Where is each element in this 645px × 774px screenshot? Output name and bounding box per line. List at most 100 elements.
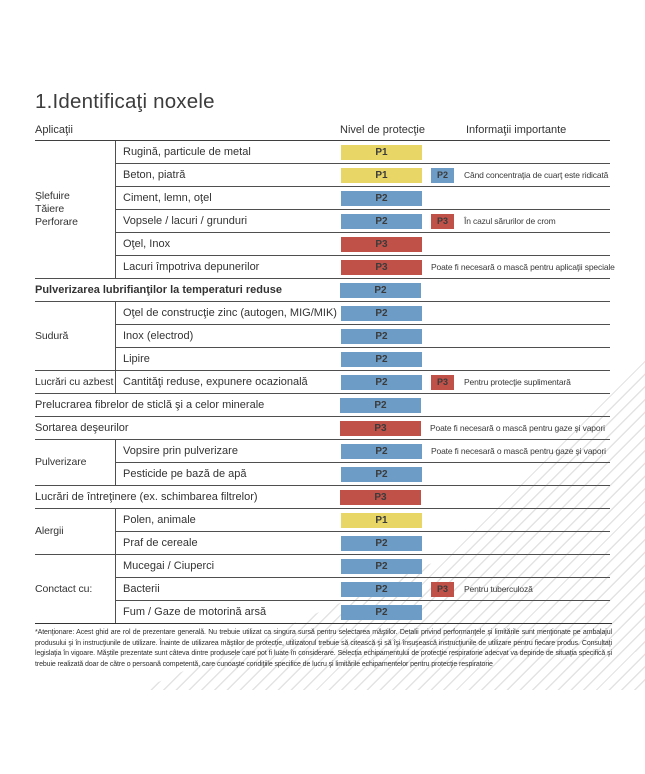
protection-level-badge: P2: [341, 351, 422, 367]
table-row: Pulverizarea lubrifianţilor la temperatu…: [35, 279, 610, 301]
table-row: Fum / Gaze de motorină arsă P2: [116, 600, 610, 623]
protection-level-badge: P2: [341, 443, 422, 459]
application-label: Oţel, Inox: [123, 238, 171, 250]
important-info-note: Când concentraţia de cuarţ este ridicată: [464, 170, 609, 180]
table-body: Şlefuire Tăiere Perforare Rugină, particu…: [35, 141, 615, 624]
protection-level-badge: P3: [340, 489, 421, 505]
column-header-applications: Aplicaţii: [35, 124, 73, 136]
group-label: Conctact cu:: [35, 582, 93, 595]
table-row: Beton, piatră P1 P2 Când concentraţia de cu…: [116, 163, 610, 186]
section-rows: Prelucrarea fibrelor de sticlă şi a celo…: [35, 394, 610, 416]
table-row: Lipire P2: [116, 347, 610, 370]
important-info-note: Pentru protecţie suplimentară: [464, 377, 571, 387]
group-label: Lucrări cu azbest: [35, 375, 114, 388]
protection-level-badge: P2: [341, 604, 422, 620]
application-label: Pesticide pe bază de apă: [123, 468, 247, 480]
group-label: Pulverizare: [35, 456, 87, 468]
protection-level-badge: P2: [340, 282, 421, 298]
protection-level-badge: P1: [341, 512, 422, 528]
application-label: Lipire: [123, 353, 150, 365]
application-label: Prelucrarea fibrelor de sticlă şi a celo…: [35, 399, 265, 411]
hazard-table: Aplicaţii Nivel de protecţie Informaţii …: [35, 119, 615, 624]
table-row: Prelucrarea fibrelor de sticlă şi a celo…: [35, 394, 610, 416]
important-info-note: În cazul sărurilor de crom: [464, 216, 556, 226]
section-rows: Lucrări de întreţinere (ex. schimbarea f…: [35, 486, 610, 508]
protection-level-badge: P2: [341, 581, 422, 597]
application-label: Pulverizarea lubrifianţilor la temperatu…: [35, 284, 282, 296]
grouped-section: Conctact cu: Mucegai / Ciuperci P2 Bacterii…: [35, 555, 610, 624]
important-info-note: Pentru tuberculoză: [464, 584, 533, 594]
table-row: Bacterii P2 P3 Pentru tuberculoză: [116, 577, 610, 600]
section-rows: Oţel de construcţie zinc (autogen, MIG/M…: [115, 302, 610, 370]
table-row: Vopsele / lacuri / grunduri P2 P3 În cazul …: [116, 209, 610, 232]
secondary-protection-badge: P3: [431, 374, 454, 390]
table-row: Sortarea deşeurilor P3 Poate fi necesară o…: [35, 417, 610, 439]
protection-level-badge: P2: [341, 213, 422, 229]
important-info-note: Poate fi necesară o mască pentru aplicaţ…: [431, 262, 615, 272]
full-width-section: Prelucrarea fibrelor de sticlă şi a celo…: [35, 394, 610, 417]
application-label: Beton, piatră: [123, 169, 186, 181]
important-info-note: Poate fi necesară o mască pentru gaze şi…: [431, 446, 606, 456]
section-rows: Sortarea deşeurilor P3 Poate fi necesară o…: [35, 417, 610, 439]
application-label: Ciment, lemn, oţel: [123, 192, 212, 204]
protection-level-badge: P2: [341, 190, 422, 206]
grouped-section: Alergii Polen, animale P1 Praf de cereale P2: [35, 509, 610, 555]
application-label: Rugină, particule de metal: [123, 146, 251, 158]
protection-level-badge: P2: [341, 328, 422, 344]
table-row: Oţel de construcţie zinc (autogen, MIG/M…: [116, 302, 610, 324]
protection-level-badge: P2: [340, 397, 421, 413]
application-label: Polen, animale: [123, 514, 196, 526]
protection-level-badge: P1: [341, 144, 422, 160]
page-title: 1.Identificaţi noxele: [35, 90, 215, 113]
column-header-protection-level: Nivel de protecţie: [340, 124, 425, 136]
section-rows: Cantităţi reduse, expunere ocazională P2 P…: [115, 371, 610, 393]
grouped-section: Lucrări cu azbest Cantităţi reduse, expun…: [35, 371, 610, 394]
group-label: Şlefuire Tăiere Perforare: [35, 190, 78, 228]
table-row: Cantităţi reduse, expunere ocazională P2 P…: [116, 371, 610, 393]
section-rows: Vopsire prin pulverizare P2 Poate fi neces…: [115, 440, 610, 485]
section-rows: Pulverizarea lubrifianţilor la temperatu…: [35, 279, 610, 301]
secondary-protection-badge: P3: [431, 213, 454, 229]
table-header: Aplicaţii Nivel de protecţie Informaţii …: [35, 119, 610, 141]
grouped-section: Sudură Oţel de construcţie zinc (autogen,…: [35, 302, 610, 371]
section-rows: Rugină, particule de metal P1 Beton, piatr…: [115, 141, 615, 278]
column-header-important-info: Informaţii importante: [466, 124, 567, 136]
table-row: Lucrări de întreţinere (ex. schimbarea f…: [35, 486, 610, 508]
protection-level-badge: P2: [341, 305, 422, 321]
protection-level-badge: P3: [341, 236, 422, 252]
application-label: Vopsire prin pulverizare: [123, 445, 238, 457]
section-rows: Mucegai / Ciuperci P2 Bacterii P2 P3 Pentru t…: [115, 555, 610, 623]
protection-level-badge: P2: [341, 535, 422, 551]
full-width-section: Pulverizarea lubrifianţilor la temperatu…: [35, 279, 610, 302]
application-label: Bacterii: [123, 583, 160, 595]
application-label: Oţel de construcţie zinc (autogen, MIG/M…: [123, 307, 337, 319]
group-label: Sudură: [35, 329, 69, 342]
application-label: Praf de cereale: [123, 537, 198, 549]
application-label: Mucegai / Ciuperci: [123, 560, 215, 572]
protection-level-badge: P1: [341, 167, 422, 183]
secondary-protection-badge: P3: [431, 581, 454, 597]
protection-level-badge: P2: [341, 466, 422, 482]
application-label: Sortarea deşeurilor: [35, 422, 129, 434]
protection-level-badge: P2: [341, 374, 422, 390]
table-row: Mucegai / Ciuperci P2: [116, 555, 610, 577]
application-label: Inox (electrod): [123, 330, 194, 342]
grouped-section: Şlefuire Tăiere Perforare Rugină, particu…: [35, 141, 615, 279]
application-label: Lucrări de întreţinere (ex. schimbarea f…: [35, 491, 258, 503]
group-label: Alergii: [35, 525, 64, 537]
important-info-note: Poate fi necesară o mască pentru gaze şi…: [430, 423, 605, 433]
protection-level-badge: P3: [340, 420, 421, 436]
secondary-protection-badge: P2: [431, 167, 454, 183]
full-width-section: Sortarea deşeurilor P3 Poate fi necesară o…: [35, 417, 610, 440]
grouped-section: Pulverizare Vopsire prin pulverizare P2 Poa…: [35, 440, 610, 486]
application-label: Cantităţi reduse, expunere ocazională: [123, 376, 308, 388]
table-row: Pesticide pe bază de apă P2: [116, 462, 610, 485]
table-row: Inox (electrod) P2: [116, 324, 610, 347]
table-row: Rugină, particule de metal P1: [116, 141, 610, 163]
application-label: Fum / Gaze de motorină arsă: [123, 606, 267, 618]
protection-level-badge: P3: [341, 259, 422, 275]
disclaimer-footnote: *Atenţionare: Acest ghid are rol de prez…: [35, 623, 612, 670]
application-label: Lacuri împotriva depunerilor: [123, 261, 260, 273]
table-row: Oţel, Inox P3: [116, 232, 610, 255]
